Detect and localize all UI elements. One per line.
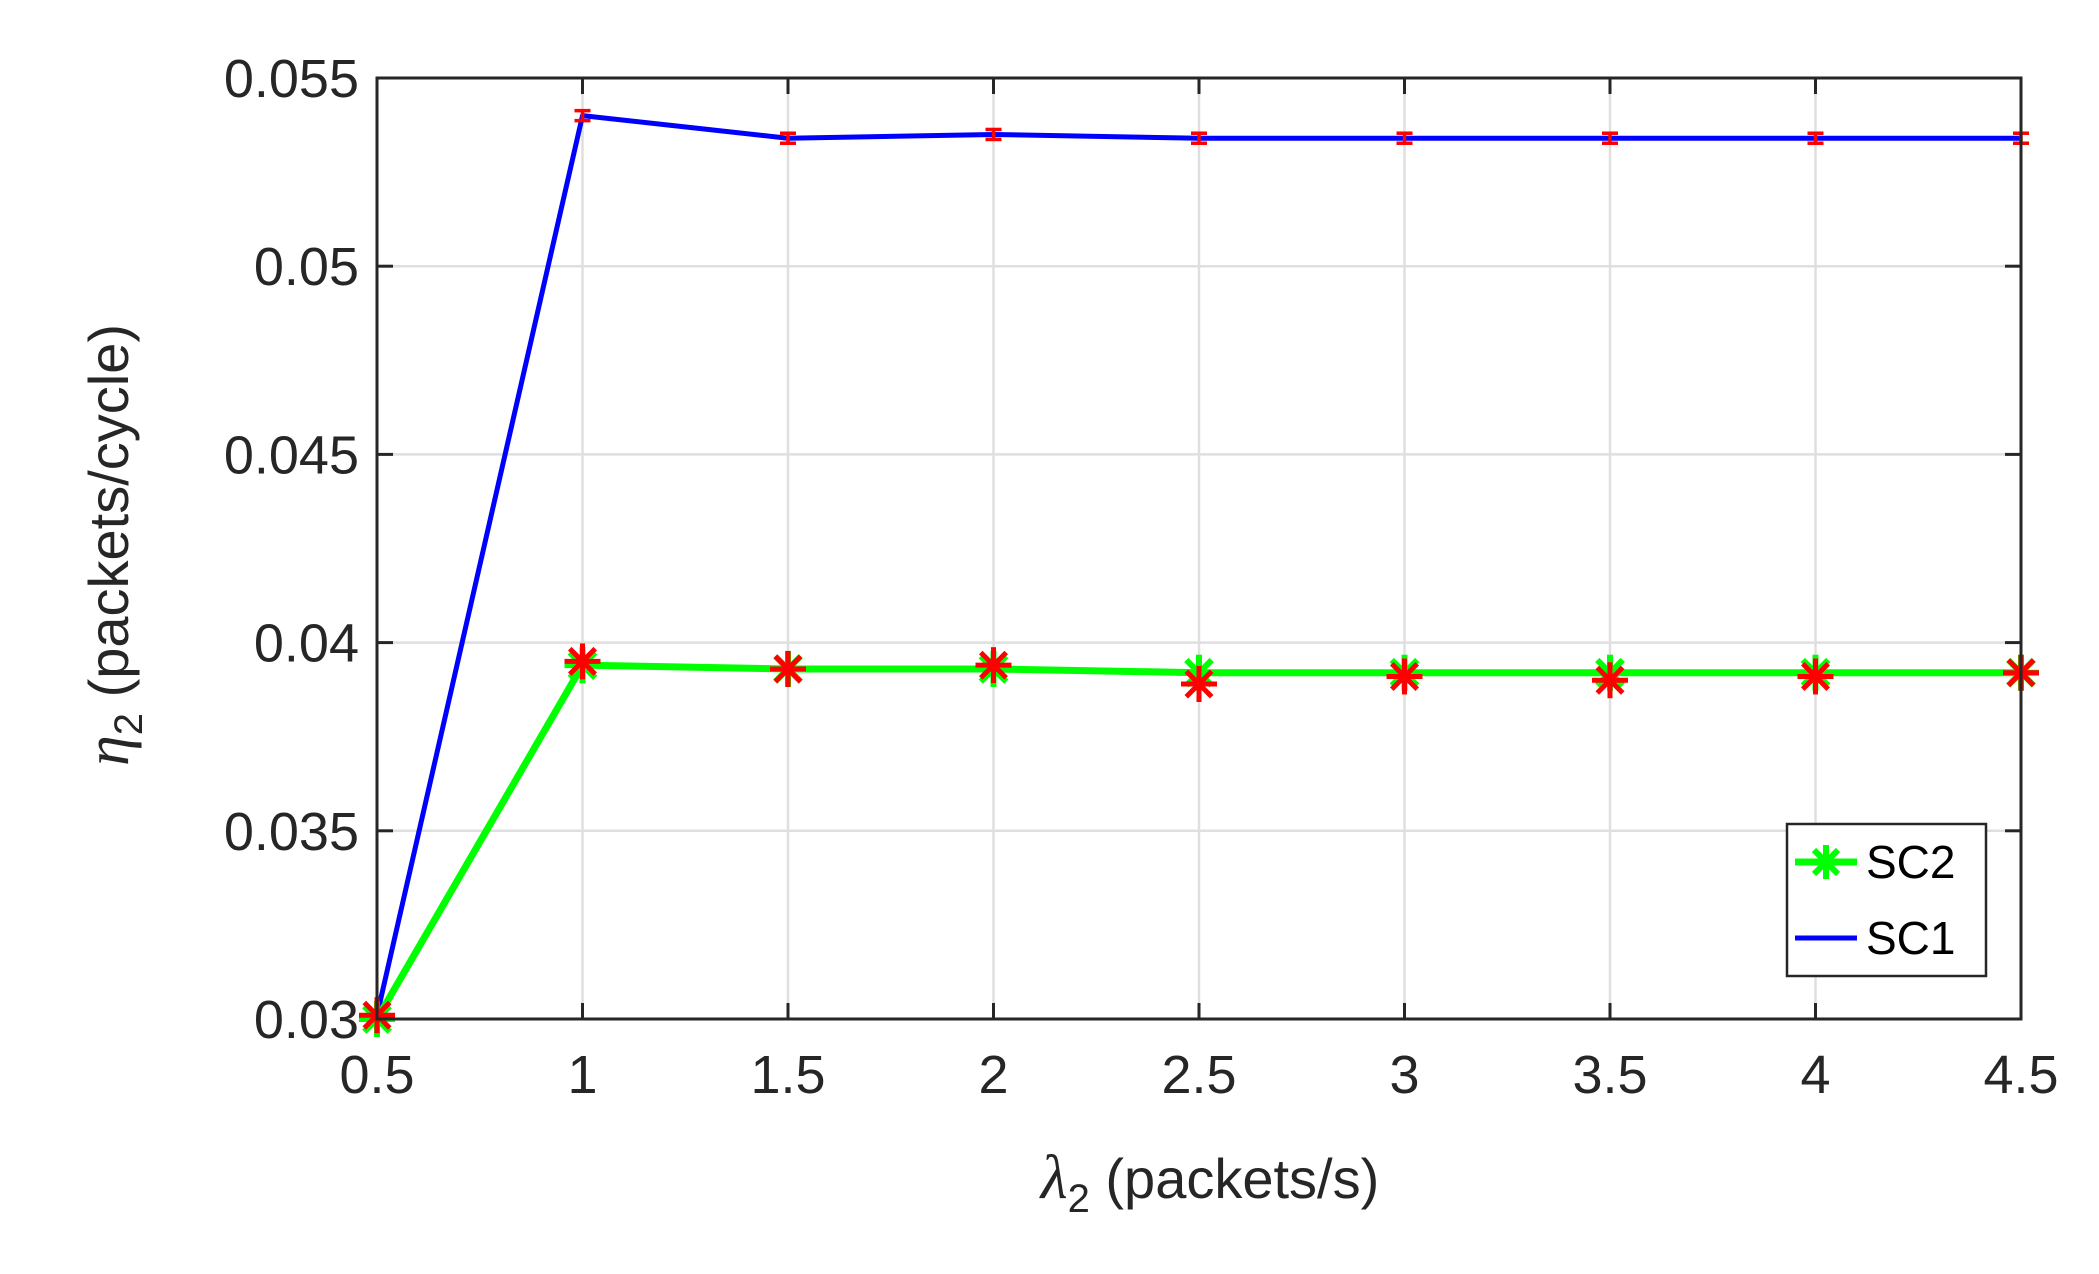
overlay-point-sc2 bbox=[1386, 658, 1423, 695]
x-tick-label: 0.5 bbox=[339, 1045, 414, 1105]
errorbar-point-sc1 bbox=[780, 131, 796, 145]
legend-box bbox=[1785, 822, 1988, 978]
y-tick-label: 0.045 bbox=[224, 425, 359, 485]
overlay-point-sc2 bbox=[770, 650, 806, 687]
overlay-point-sc2 bbox=[1181, 666, 1217, 703]
legend-sc2-marker bbox=[1809, 845, 1843, 879]
legend-sc2-label: SC2 bbox=[1866, 836, 1955, 888]
y-tick-label: 0.04 bbox=[254, 614, 359, 674]
y-axis-unit: (packets/cycle) bbox=[77, 324, 140, 713]
overlay-point-sc2 bbox=[1592, 662, 1628, 699]
y-axis-symbol: η bbox=[74, 735, 142, 766]
legend: SC2 SC1 bbox=[1785, 822, 1988, 978]
x-axis-label: λ2 (packets/s) bbox=[1039, 1144, 1380, 1221]
x-tick-label: 2.5 bbox=[1161, 1045, 1236, 1105]
y-axis-subscript: 2 bbox=[107, 713, 151, 735]
legend-sc2-asterisk bbox=[1809, 845, 1843, 879]
y-axis-label: η2 (packets/cycle) bbox=[74, 324, 151, 766]
x-axis-subscript: 2 bbox=[1068, 1177, 1090, 1221]
legend-sc1-label: SC1 bbox=[1866, 912, 1955, 964]
errorbar-point-sc1 bbox=[1807, 131, 1824, 145]
x-tick-label: 3.5 bbox=[1572, 1045, 1647, 1105]
y-tick-label: 0.035 bbox=[224, 802, 359, 862]
axis-ticks bbox=[375, 76, 2023, 1021]
errorbar-point-sc1 bbox=[574, 108, 591, 123]
x-tick-label: 3 bbox=[1389, 1045, 1419, 1105]
overlay-point-sc2 bbox=[1797, 658, 1834, 695]
x-tick-label: 2 bbox=[978, 1045, 1008, 1105]
overlay-point-sc2 bbox=[564, 643, 601, 680]
y-tick-label: 0.055 bbox=[224, 49, 359, 109]
errorbar-point-sc1 bbox=[1396, 131, 1413, 145]
y-tick-labels: 0.03 0.035 0.04 0.045 0.05 0.055 bbox=[224, 49, 359, 1050]
y-tick-label: 0.03 bbox=[254, 990, 359, 1050]
x-tick-labels: 0.5 1 1.5 2 2.5 3 3.5 4 4.5 bbox=[339, 1045, 2058, 1105]
errorbar-point-sc1 bbox=[985, 127, 1002, 142]
errorbar-point-sc1 bbox=[1191, 131, 1207, 145]
x-axis-unit: (packets/s) bbox=[1090, 1147, 1379, 1210]
y-tick-label: 0.05 bbox=[254, 237, 359, 297]
x-axis-symbol: λ bbox=[1039, 1144, 1068, 1212]
x-tick-label: 1 bbox=[567, 1045, 597, 1105]
x-tick-label: 1.5 bbox=[750, 1045, 825, 1105]
x-tick-label: 4.5 bbox=[1983, 1045, 2058, 1105]
x-tick-label: 4 bbox=[1800, 1045, 1830, 1105]
errorbar-point-sc1 bbox=[1602, 131, 1618, 145]
overlay-point-sc2 bbox=[975, 647, 1012, 684]
